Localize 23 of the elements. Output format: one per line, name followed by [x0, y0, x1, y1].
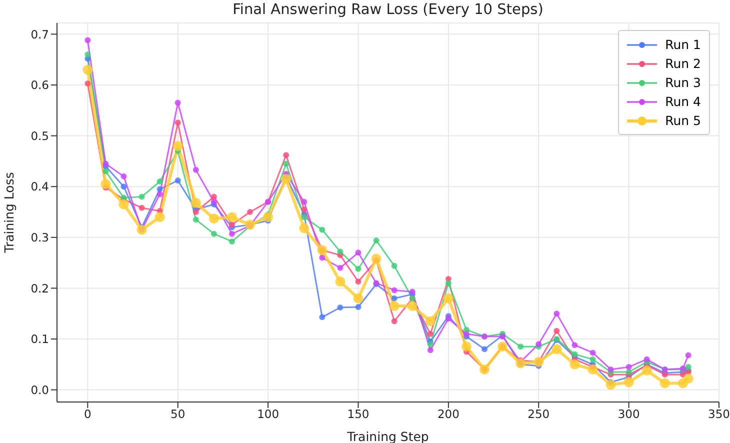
y-tick-label: 0.6 — [30, 78, 49, 92]
x-tick-label: 300 — [618, 407, 640, 422]
y-tick-label: 0.3 — [30, 230, 49, 244]
y-tick-label: 0.0 — [30, 382, 49, 397]
x-tick-label: 100 — [257, 407, 280, 422]
x-tick-label: 250 — [528, 407, 550, 422]
x-tick-label: 200 — [437, 407, 460, 422]
legend-label: Run 2 — [665, 56, 701, 71]
legend-label: Run 1 — [665, 37, 701, 52]
y-tick-label: 0.7 — [30, 27, 49, 42]
y-tick-label: 0.2 — [30, 281, 49, 296]
x-tick-label: 350 — [708, 407, 730, 422]
legend-label: Run 3 — [665, 75, 701, 90]
y-tick-label: 0.1 — [30, 332, 49, 346]
legend-label: Run 4 — [665, 94, 701, 109]
chart-title: Final Answering Raw Loss (Every 10 Steps) — [232, 2, 544, 18]
y-tick-label: 0.4 — [30, 180, 49, 194]
legend-label: Run 5 — [665, 113, 701, 128]
y-axis-title: Training Loss — [1, 172, 16, 254]
y-tick-label: 0.5 — [30, 128, 49, 143]
x-tick-label: 50 — [170, 407, 186, 422]
x-tick-label: 0 — [84, 407, 92, 422]
x-tick-label: 150 — [347, 407, 370, 422]
